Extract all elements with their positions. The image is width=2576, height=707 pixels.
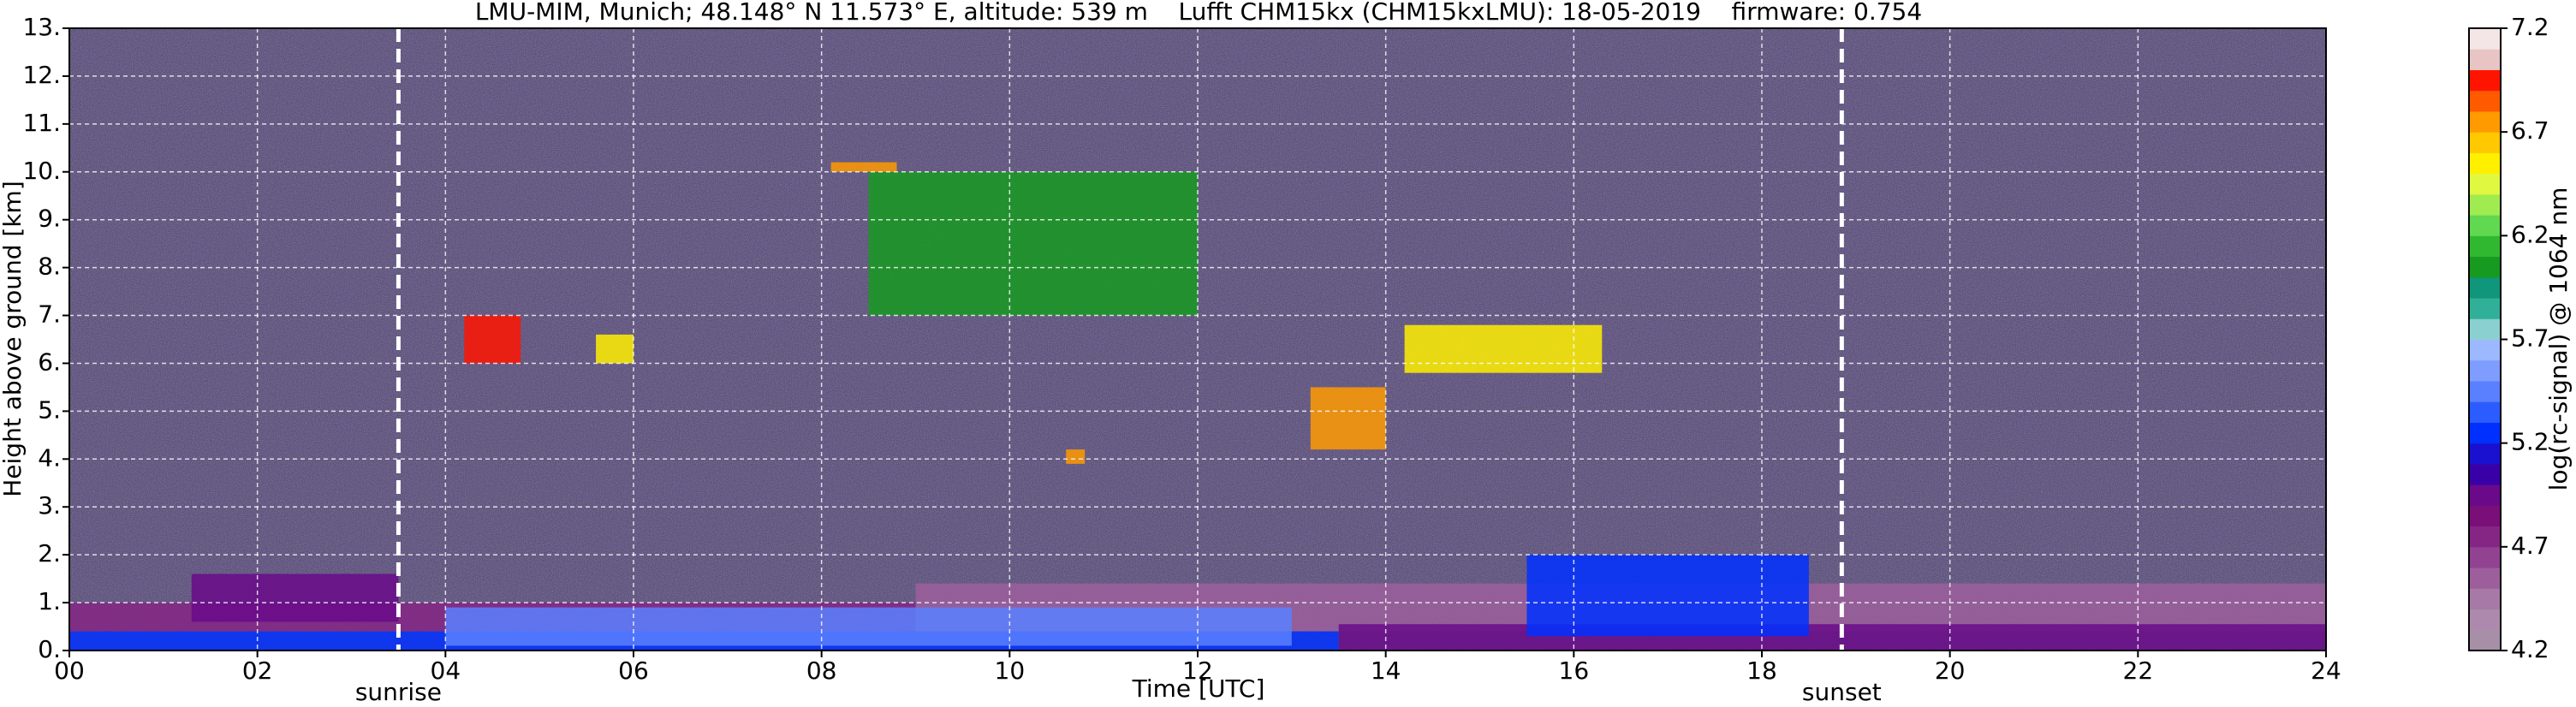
- colorbar-swatch: [2469, 484, 2501, 506]
- colorbar-swatch: [2469, 422, 2501, 444]
- x-tick-label: 22: [2123, 656, 2154, 685]
- colorbar-swatch: [2469, 110, 2501, 133]
- colorbar-label: log(rc-signal) @ 1064 nm: [2544, 187, 2573, 491]
- colorbar-swatch: [2469, 567, 2501, 589]
- signal-region: [1526, 555, 1809, 637]
- y-tick-label: 12.: [22, 61, 61, 89]
- colorbar-swatch: [2469, 546, 2501, 568]
- x-tick-label: 24: [2311, 656, 2341, 685]
- y-tick-label: 4.: [38, 443, 61, 472]
- colorbar-tick-label: 6.7: [2511, 116, 2549, 145]
- colorbar-swatch: [2469, 276, 2501, 299]
- x-tick-label: 18: [1746, 656, 1777, 685]
- colorbar-swatch: [2469, 443, 2501, 465]
- colorbar-swatch: [2469, 629, 2501, 651]
- y-tick-label: 7.: [38, 300, 61, 329]
- x-tick-label: 08: [806, 656, 837, 685]
- y-tick-label: 11.: [22, 109, 61, 137]
- x-tick-label: 04: [431, 656, 461, 685]
- signal-region: [445, 607, 1292, 646]
- marker-label: sunset: [1802, 678, 1882, 706]
- colorbar-swatch: [2469, 256, 2501, 278]
- signal-region: [1404, 324, 1603, 373]
- signal-region: [1066, 449, 1086, 464]
- y-tick-label: 5.: [38, 395, 61, 424]
- colorbar-swatch: [2469, 298, 2501, 319]
- colorbar-swatch: [2469, 28, 2501, 50]
- x-tick-label: 16: [1559, 656, 1590, 685]
- x-tick-label: 20: [1935, 656, 1966, 685]
- colorbar-swatch: [2469, 401, 2501, 423]
- y-tick-label: 3.: [38, 491, 61, 520]
- colorbar-tick-label: 5.2: [2511, 428, 2549, 456]
- chart-title: LMU-MIM, Munich; 48.148° N 11.573° E, al…: [475, 0, 1922, 26]
- colorbar-tick-label: 5.7: [2511, 324, 2549, 353]
- signal-region: [1310, 387, 1386, 450]
- x-tick-label: 06: [618, 656, 649, 685]
- y-tick-label: 13.: [22, 13, 61, 41]
- colorbar-swatch: [2469, 526, 2501, 548]
- colorbar-swatch: [2469, 505, 2501, 527]
- y-tick-label: 8.: [38, 253, 61, 281]
- marker-label: sunrise: [355, 678, 442, 706]
- colorbar-swatch: [2469, 69, 2501, 92]
- colorbar-swatch: [2469, 173, 2501, 195]
- y-axis-label: Height above ground [km]: [0, 181, 27, 497]
- y-tick-label: 0.: [38, 635, 61, 663]
- colorbar-swatch: [2469, 90, 2501, 112]
- colorbar-swatch: [2469, 463, 2501, 485]
- signal-region: [596, 334, 634, 364]
- signal-region: [830, 162, 897, 172]
- signal-region: [191, 573, 399, 622]
- y-tick-label: 6.: [38, 348, 61, 376]
- x-axis-label: Time [UTC]: [1132, 674, 1265, 703]
- signal-region: [464, 315, 521, 364]
- y-tick-label: 10.: [22, 157, 61, 185]
- x-tick-label: 00: [54, 656, 85, 685]
- colorbar-tick-label: 6.2: [2511, 220, 2549, 248]
- colorbar-tick-label: 4.7: [2511, 532, 2549, 560]
- x-tick-label: 14: [1371, 656, 1401, 685]
- colorbar-swatch: [2469, 235, 2501, 258]
- colorbar-swatch: [2469, 339, 2501, 361]
- plot-frame: [68, 27, 2327, 651]
- y-tick-label: 1.: [38, 587, 61, 615]
- colorbar-swatch: [2469, 49, 2501, 70]
- signal-region: [868, 171, 1198, 316]
- colorbar-swatch: [2469, 609, 2501, 631]
- signal-region: [1338, 624, 2326, 651]
- x-tick-label: 12: [1182, 656, 1213, 685]
- colorbar-tick-label: 4.2: [2511, 635, 2549, 663]
- colorbar-swatch: [2469, 215, 2501, 236]
- colorbar-swatch: [2469, 588, 2501, 610]
- colorbar-swatch: [2469, 380, 2501, 402]
- colorbar-swatch: [2469, 132, 2501, 153]
- colorbar-swatch: [2469, 152, 2501, 175]
- colorbar-swatch: [2469, 359, 2501, 382]
- y-tick-label: 2.: [38, 539, 61, 567]
- y-tick-label: 9.: [38, 205, 61, 233]
- x-tick-label: 10: [995, 656, 1026, 685]
- x-tick-label: 02: [242, 656, 273, 685]
- colorbar-swatch: [2469, 318, 2501, 340]
- colorbar-tick-label: 7.2: [2511, 13, 2549, 41]
- colorbar-swatch: [2469, 193, 2501, 216]
